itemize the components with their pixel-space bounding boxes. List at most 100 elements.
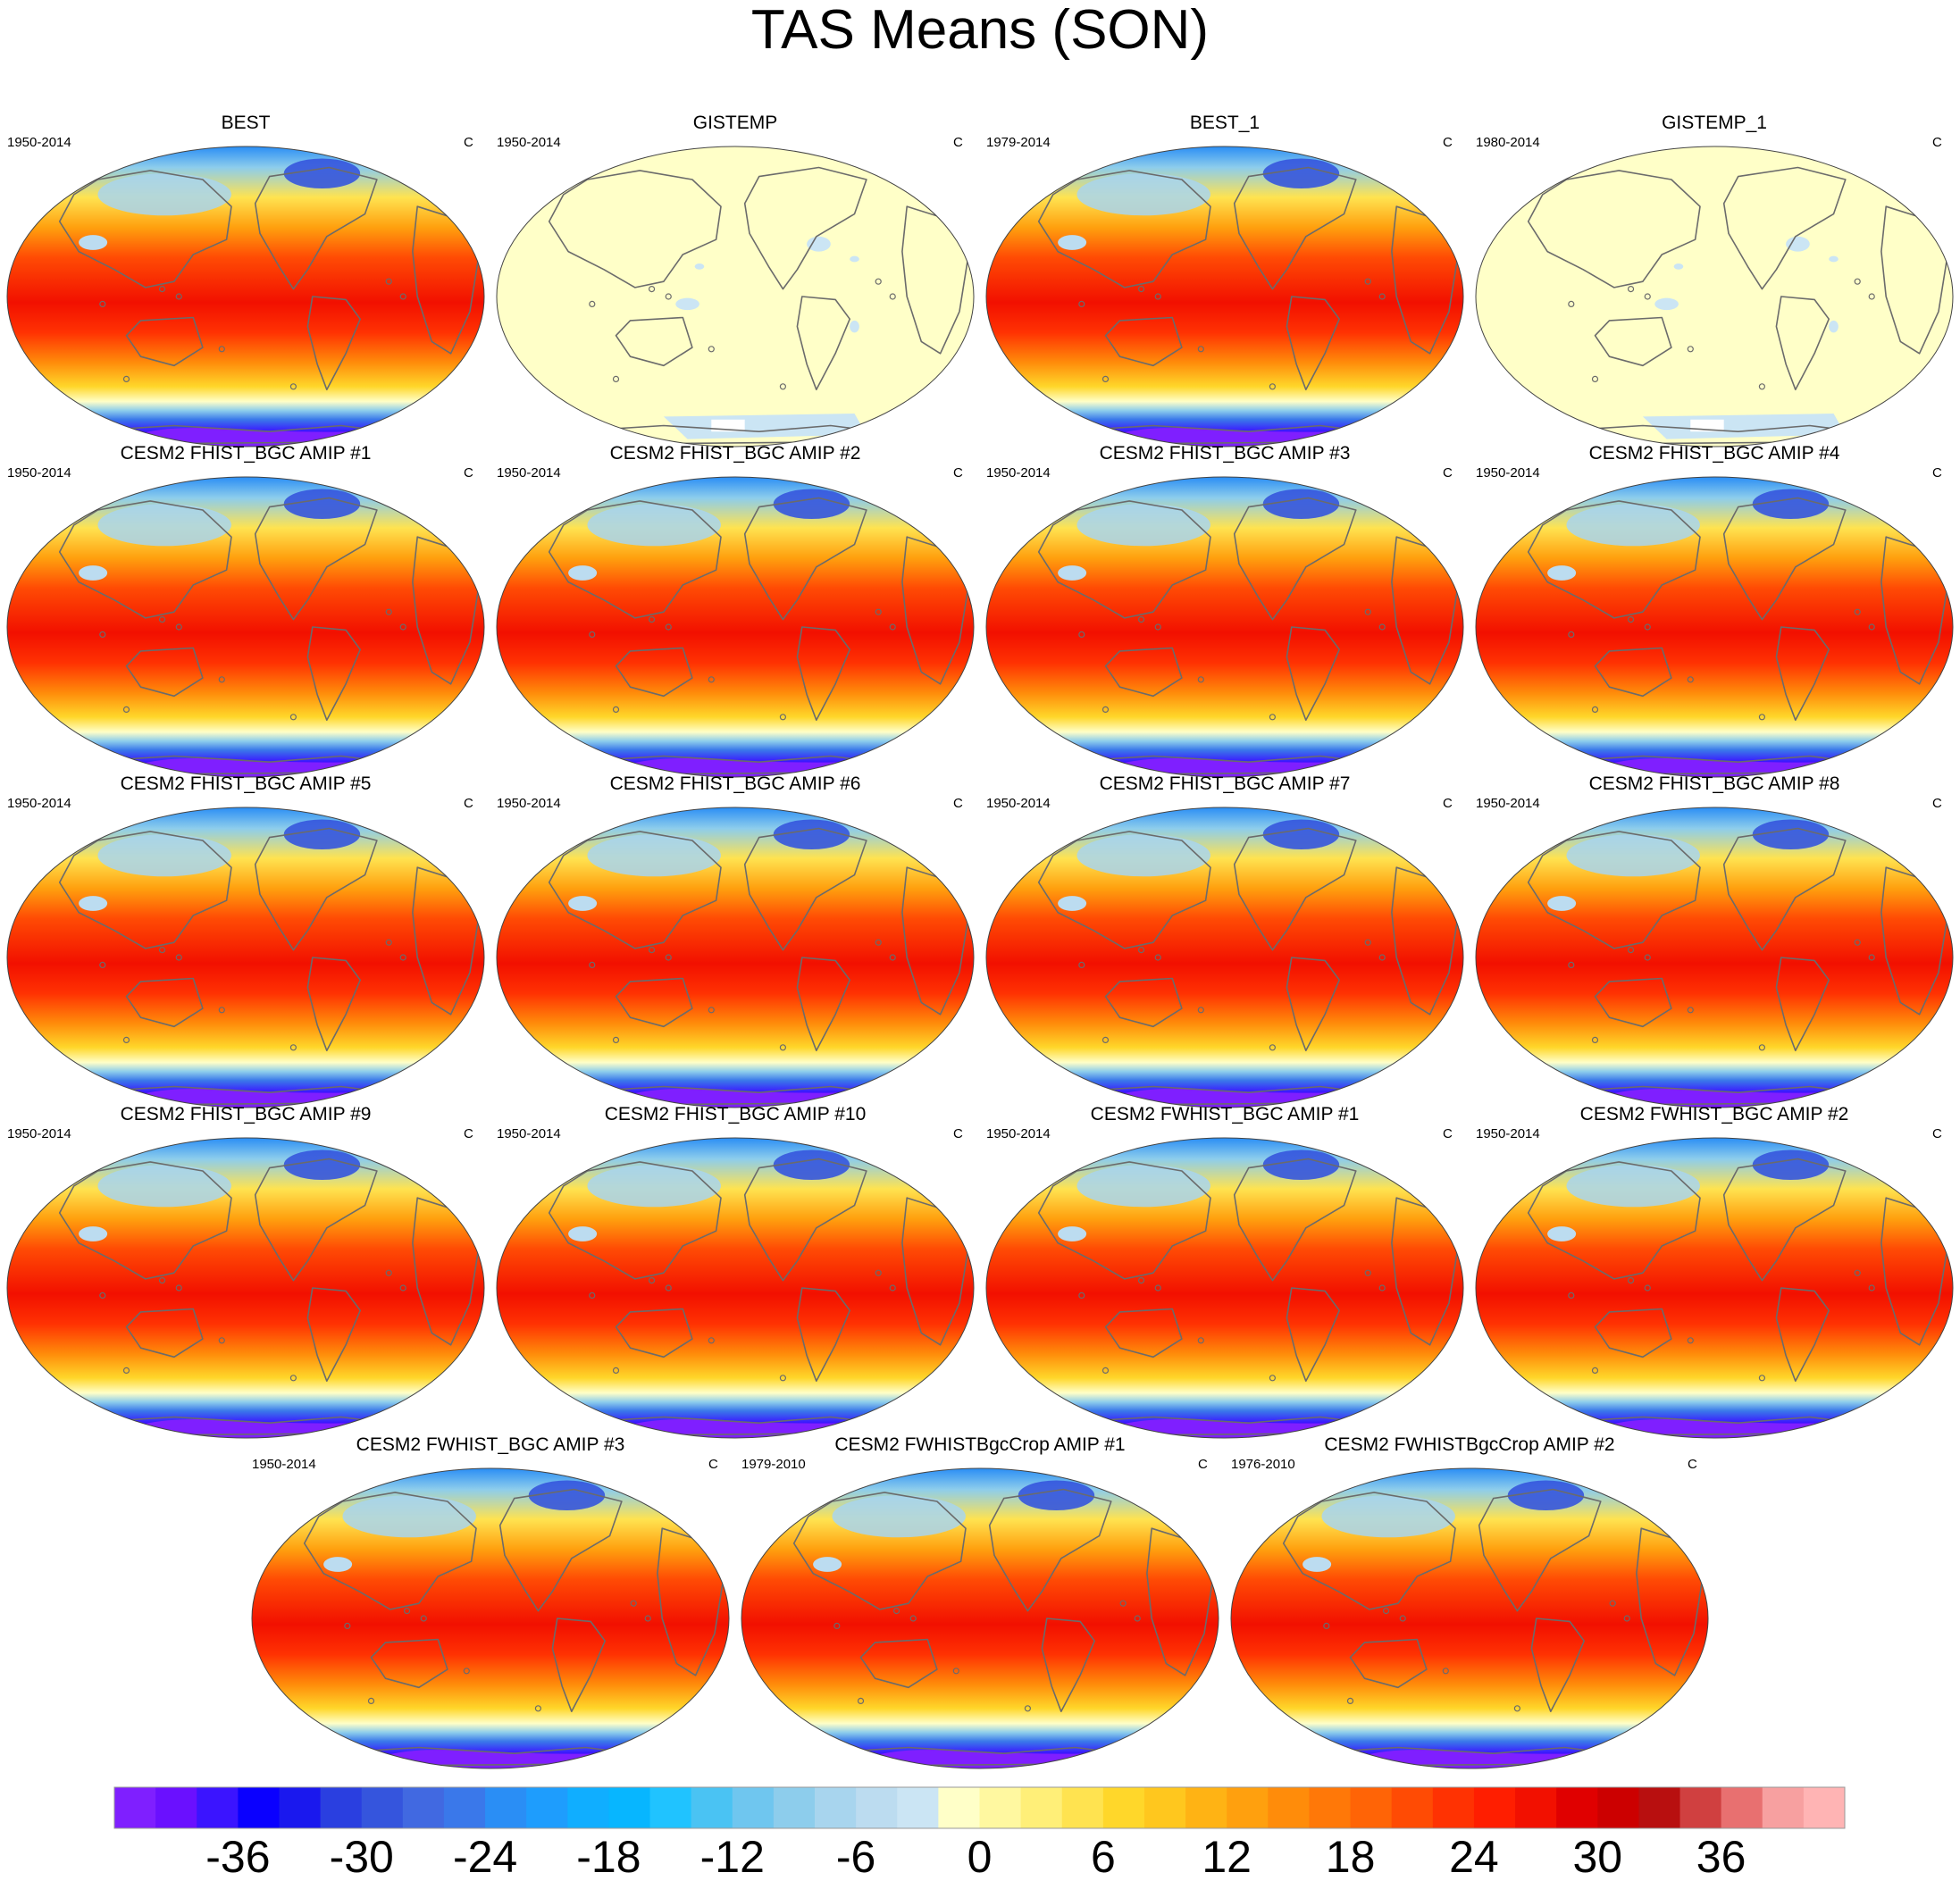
panel-period: 1950-2014 xyxy=(1476,1126,1540,1141)
map-field xyxy=(986,146,1463,447)
map-background xyxy=(497,1138,974,1438)
coastline xyxy=(289,1375,297,1382)
anomaly-patch xyxy=(1673,263,1684,270)
coastline xyxy=(1399,1615,1406,1622)
map-panel: GISTEMP 1950-2014 C xyxy=(496,113,975,447)
coastline xyxy=(1644,293,1651,300)
colorbar-swatch xyxy=(443,1787,486,1828)
coastline xyxy=(306,1287,362,1382)
coastline xyxy=(1627,1276,1635,1284)
panel-period: 1950-2014 xyxy=(497,796,561,811)
panel-units: C xyxy=(953,465,963,481)
colorbar-swatch xyxy=(1020,1787,1063,1828)
coastline xyxy=(1134,1615,1141,1622)
map-border xyxy=(6,807,485,1108)
coastline xyxy=(1364,1269,1371,1276)
coastline xyxy=(534,1705,542,1712)
colorbar-swatch xyxy=(526,1787,568,1828)
coastline xyxy=(1868,954,1875,961)
map-field xyxy=(986,807,1463,1108)
map-background xyxy=(986,807,1463,1108)
panel-period: 1950-2014 xyxy=(7,135,71,150)
panel-units: C xyxy=(1932,465,1942,481)
colorbar-swatch xyxy=(608,1787,651,1828)
panel-units: C xyxy=(464,135,473,150)
coastline xyxy=(1568,300,1575,307)
map-background xyxy=(7,477,484,777)
coastline xyxy=(125,316,204,367)
colorbar-swatch xyxy=(1679,1787,1722,1828)
coastline xyxy=(1775,626,1830,722)
cold-region xyxy=(342,1495,476,1538)
panel-title: GISTEMP_1 xyxy=(1662,113,1767,133)
coastline xyxy=(743,1158,867,1282)
coastline xyxy=(218,1007,225,1014)
map-panel: CESM2 FWHISTBgcCrop AMIP #2 1976-2010 C xyxy=(1230,1434,1709,1769)
coastline xyxy=(1101,706,1110,714)
coastline xyxy=(1233,1158,1357,1282)
coastline xyxy=(1269,714,1277,721)
coastline xyxy=(254,827,378,951)
coastline xyxy=(1154,954,1161,961)
coastline xyxy=(399,954,406,961)
coastline xyxy=(175,293,182,300)
coastline xyxy=(665,623,672,631)
colorbar-tick-label: -6 xyxy=(836,1832,875,1881)
coastline xyxy=(218,676,225,683)
coastline xyxy=(743,827,867,951)
coastline xyxy=(796,626,851,722)
colorbar-swatch xyxy=(279,1787,322,1828)
coastline xyxy=(58,170,232,288)
panel-units: C xyxy=(1443,1126,1453,1141)
greenland-ice xyxy=(283,489,361,520)
panel-title: CESM2 FHIST_BGC AMIP #6 xyxy=(610,773,861,794)
coastline xyxy=(988,1488,1112,1612)
colorbar-swatch xyxy=(485,1787,527,1828)
colorbar-tick-label: -36 xyxy=(205,1832,270,1881)
coastline xyxy=(1364,939,1371,946)
map-panel: CESM2 FHIST_BGC AMIP #8 1950-2014 C xyxy=(1475,773,1954,1108)
map-panel: CESM2 FWHIST_BGC AMIP #2 1950-2014 C xyxy=(1475,1104,1954,1439)
coastline xyxy=(1591,1367,1599,1375)
coastline xyxy=(385,608,392,615)
coastline xyxy=(665,1284,672,1292)
coastline xyxy=(589,300,596,307)
colorbar-tick-label: -18 xyxy=(576,1832,641,1881)
coastline xyxy=(875,939,882,946)
coastline xyxy=(158,946,166,954)
coastline xyxy=(1591,706,1599,714)
coastline xyxy=(370,1638,448,1689)
panel-period: 1950-2014 xyxy=(497,465,561,481)
coastline xyxy=(175,1284,182,1292)
colorbar-swatch xyxy=(320,1787,363,1828)
coastline xyxy=(1623,1615,1630,1622)
panel-period: 1950-2014 xyxy=(497,135,561,150)
tibet-cold xyxy=(323,1557,353,1572)
panel-title: CESM2 FWHIST_BGC AMIP #2 xyxy=(1580,1104,1849,1124)
coastline xyxy=(1758,383,1766,390)
map-border xyxy=(985,476,1464,778)
panel-units: C xyxy=(953,1126,963,1141)
coastline xyxy=(1078,1292,1085,1300)
colorbar-tick-label: 6 xyxy=(1091,1832,1116,1881)
coastline xyxy=(1527,1161,1701,1280)
coastline xyxy=(615,647,693,698)
panel-units: C xyxy=(1443,135,1453,150)
coastline xyxy=(289,383,297,390)
panel-title: CESM2 FHIST_BGC AMIP #1 xyxy=(121,443,372,464)
colorbar-swatch xyxy=(1473,1787,1516,1828)
coastline xyxy=(463,1668,470,1675)
map-border xyxy=(496,807,975,1108)
colorbar-swatch xyxy=(856,1787,898,1828)
panel-title: GISTEMP xyxy=(693,113,778,133)
greenland-ice xyxy=(1262,489,1340,520)
panel-title: CESM2 FHIST_BGC AMIP #10 xyxy=(605,1104,867,1124)
coastline xyxy=(548,170,722,288)
colorbar-swatch xyxy=(1515,1787,1557,1828)
coastline xyxy=(1568,1292,1575,1300)
panel-period: 1950-2014 xyxy=(7,796,71,811)
map-field xyxy=(1476,146,1953,447)
colorbar-swatch xyxy=(1143,1787,1186,1828)
coastline xyxy=(125,977,204,1028)
panel-title: CESM2 FWHISTBgcCrop AMIP #2 xyxy=(1324,1434,1614,1455)
